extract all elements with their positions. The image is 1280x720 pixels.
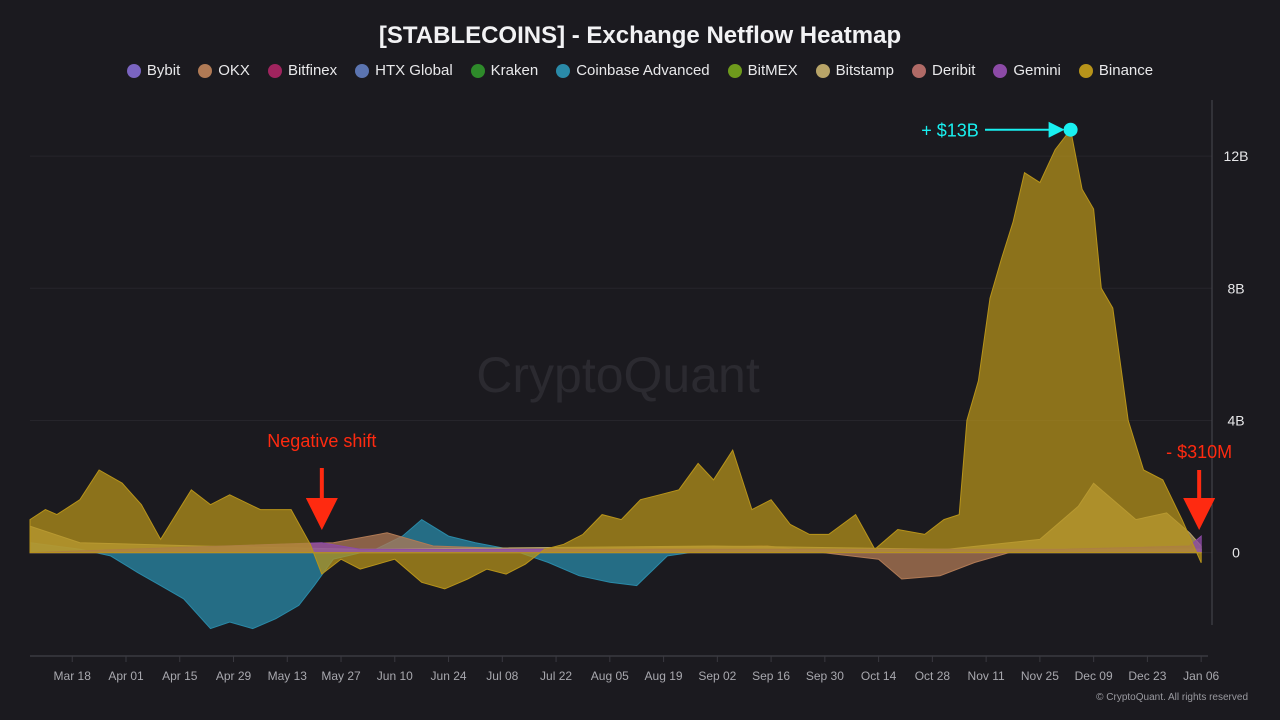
legend-dot	[198, 63, 213, 78]
watermark: CryptoQuant	[476, 347, 760, 403]
x-tick-label: Aug 19	[645, 669, 683, 683]
legend-dot	[355, 63, 370, 78]
x-tick-label: Apr 01	[108, 669, 144, 683]
legend-item-deribit[interactable]: Deribit	[912, 62, 975, 79]
x-tick-label: Jun 24	[431, 669, 467, 683]
y-tick-label: 0	[1232, 545, 1240, 561]
legend-dot	[126, 63, 141, 78]
y-tick-label: 12B	[1224, 148, 1249, 164]
latest-annotation: - $310M	[1166, 442, 1232, 462]
negative-shift-annotation: Negative shift	[267, 431, 376, 451]
legend-item-coinbase-advanced[interactable]: Coinbase Advanced	[556, 62, 710, 79]
x-tick-label: Dec 09	[1075, 669, 1113, 683]
legend-dot	[912, 63, 927, 78]
x-tick-label: Apr 15	[162, 669, 198, 683]
x-tick-label: May 27	[321, 669, 361, 683]
legend-label: OKX	[218, 62, 250, 79]
legend-dot	[815, 63, 830, 78]
x-tick-label: Aug 05	[591, 669, 629, 683]
x-tick-label: Oct 28	[915, 669, 951, 683]
x-tick-label: May 13	[268, 669, 308, 683]
legend-label: Binance	[1098, 62, 1154, 79]
legend: Bybit OKX Bitfinex HTX Global Kraken Coinbase…	[0, 62, 1280, 79]
peak-annotation: + $13B	[921, 121, 979, 141]
legend-label: Bybit	[146, 62, 181, 79]
legend-item-bitfinex[interactable]: Bitfinex	[267, 62, 338, 79]
legend-item-bybit[interactable]: Bybit	[126, 62, 181, 79]
x-tick-label: Jan 06	[1183, 669, 1219, 683]
x-tick-label: Oct 14	[861, 669, 897, 683]
legend-dot	[267, 63, 282, 78]
x-tick-label: Apr 29	[216, 669, 252, 683]
legend-item-htx-global[interactable]: HTX Global	[355, 62, 453, 79]
x-tick-label: Jul 08	[486, 669, 518, 683]
x-tick-label: Jun 10	[377, 669, 413, 683]
x-tick-label: Sep 16	[752, 669, 790, 683]
x-tick-label: Nov 25	[1021, 669, 1059, 683]
x-tick-label: Sep 02	[698, 669, 736, 683]
peak-marker	[1063, 122, 1078, 137]
x-tick-label: Dec 23	[1128, 669, 1166, 683]
legend-item-okx[interactable]: OKX	[198, 62, 250, 79]
x-tick-label: Jul 22	[540, 669, 572, 683]
legend-dot	[470, 63, 485, 78]
copyright: © CryptoQuant. All rights reserved	[1096, 692, 1248, 703]
legend-item-bitstamp[interactable]: Bitstamp	[815, 62, 895, 79]
x-tick-label: Nov 11	[968, 669, 1005, 683]
legend-label: Bitstamp	[835, 62, 895, 79]
legend-label: Coinbase Advanced	[576, 62, 710, 79]
legend-dot	[1078, 63, 1093, 78]
legend-label: Deribit	[932, 62, 976, 79]
legend-label: Gemini	[1013, 62, 1061, 79]
y-tick-label: 8B	[1227, 280, 1244, 296]
legend-dot	[993, 63, 1008, 78]
legend-label: Bitfinex	[287, 62, 338, 79]
y-tick-label: 4B	[1227, 412, 1244, 428]
legend-label: Kraken	[490, 62, 539, 79]
x-tick-label: Mar 18	[54, 669, 92, 683]
legend-item-bitmex[interactable]: BitMEX	[727, 62, 798, 79]
legend-dot	[556, 63, 571, 78]
chart-title: [STABLECOINS] - Exchange Netflow Heatmap	[378, 22, 902, 49]
legend-dot	[727, 63, 742, 78]
legend-item-binance[interactable]: Binance	[1078, 62, 1154, 79]
legend-label: BitMEX	[747, 62, 798, 79]
legend-label: HTX Global	[375, 62, 453, 79]
legend-item-gemini[interactable]: Gemini	[993, 62, 1061, 79]
x-tick-label: Sep 30	[806, 669, 844, 683]
legend-item-kraken[interactable]: Kraken	[470, 62, 539, 79]
